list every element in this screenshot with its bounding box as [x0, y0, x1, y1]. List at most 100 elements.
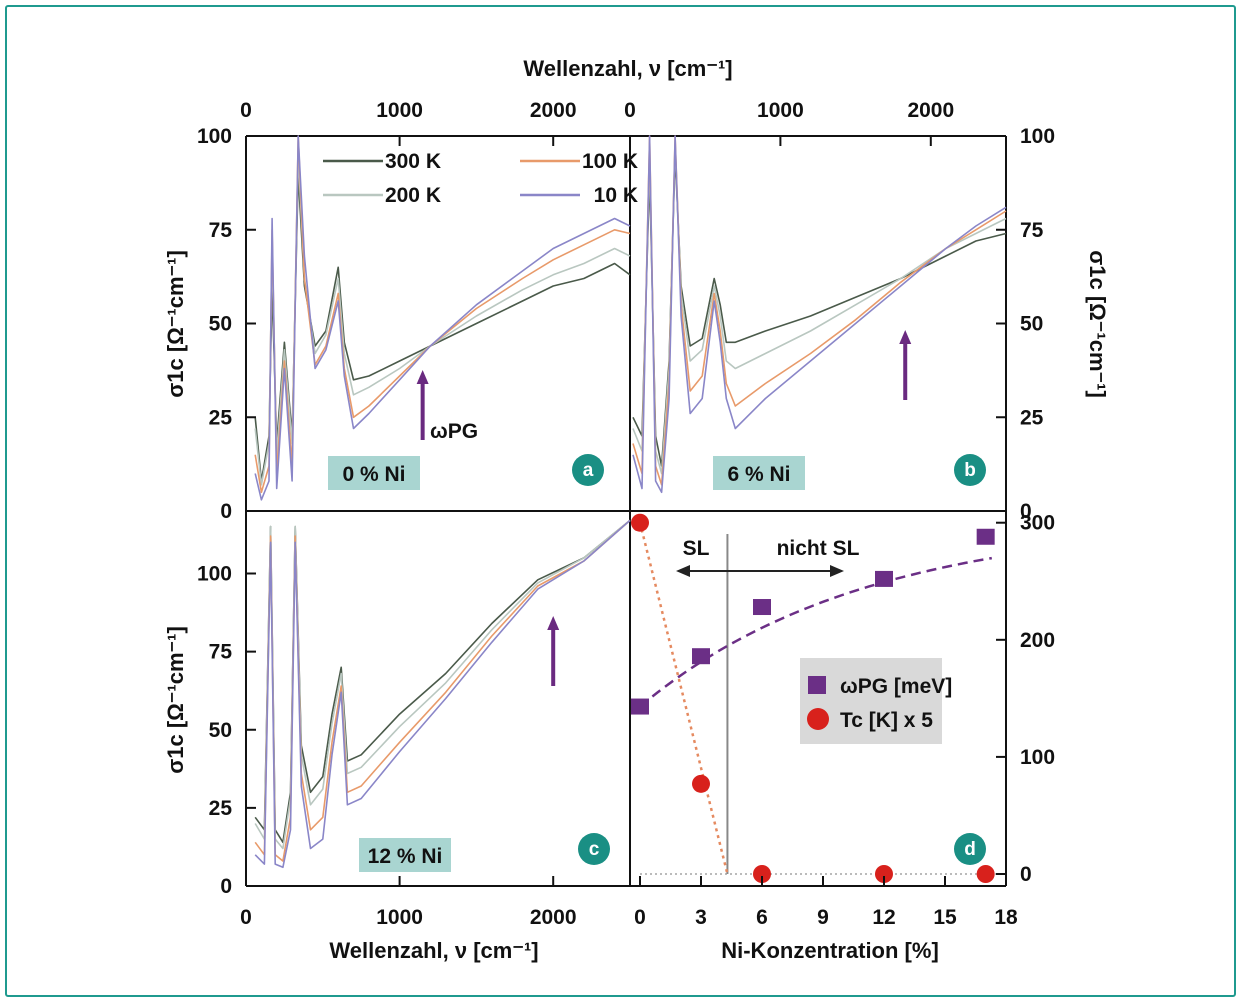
tick-label-top-a: 2000: [530, 99, 577, 122]
bottom-right-axis-title: Ni-Konzentration [%]: [721, 938, 939, 963]
d-legend-box: [800, 658, 942, 744]
tick-label-top-a: 1000: [376, 99, 423, 122]
tick-label-left-c: 50: [209, 719, 232, 742]
legend-label-2: 200 K: [385, 184, 441, 207]
legend-label-3: 10 K: [594, 184, 638, 207]
pg-point: [692, 648, 710, 665]
pg-arrow-head-c: [547, 616, 560, 630]
panel-label-b: 6 % Ni: [727, 463, 790, 486]
figure-frame: [5, 5, 1236, 997]
tc-point: [631, 513, 649, 532]
panel-badge-text-c: c: [589, 839, 600, 860]
tc-fit-line: [638, 522, 729, 875]
tick-label-left-a: 25: [209, 406, 233, 429]
legend: 300 K 100 K 200 K 10 K: [323, 150, 638, 207]
tick-label-top-b: 2000: [907, 99, 954, 122]
plot-area: 0 % Ni a 6 % Ni b 12 % Ni c SL nicht SL ωPG [meV…: [254, 135, 1007, 883]
tick-label-right-d: 0: [1020, 863, 1032, 886]
tick-label-bottom-d: 3: [695, 906, 707, 929]
series-line-b-100K: [632, 135, 1007, 486]
tick-label-top-a: 0: [240, 99, 252, 122]
tick-label-top-b: 0: [624, 99, 636, 122]
sl-label: SL: [683, 537, 710, 560]
panel-badge-text-b: b: [964, 460, 976, 481]
tick-label-top-b: 1000: [757, 99, 804, 122]
tick-label-bottom-d: 9: [817, 906, 829, 929]
pg-point: [976, 528, 995, 545]
tick-label-bottom-c: 0: [240, 906, 252, 929]
panel-a: 0 % Ni a: [254, 135, 631, 501]
sl-arrowhead-right: [830, 565, 844, 577]
tick-label-bottom-d: 6: [756, 906, 768, 929]
series-line-b-200K: [632, 142, 1007, 475]
pg-arrow-head-b: [899, 330, 912, 344]
left-axis-title-bottom: σ1c [Ω⁻¹cm⁻¹]: [163, 626, 188, 774]
tick-label-left-a: 0: [220, 500, 232, 523]
tick-label-left-c: 75: [209, 641, 233, 664]
pg-point: [753, 599, 771, 616]
tick-label-bottom-d: 15: [933, 906, 957, 929]
tick-label-right-b: 0: [1020, 500, 1032, 523]
tick-label-left-c: 25: [209, 797, 233, 820]
bottom-left-axis-title: Wellenzahl, ν [cm⁻¹]: [329, 938, 538, 963]
tick-label-left-a: 50: [209, 313, 232, 336]
panel-label-box-a: [328, 456, 420, 490]
sl-arrowhead-left: [676, 565, 690, 577]
tick-label-right-b: 100: [1020, 125, 1055, 148]
panel-d: SL nicht SL ωPG [meV] Tc [K] x 5 d: [631, 513, 1006, 883]
pg-point: [875, 570, 893, 587]
series-line-b-300K: [632, 154, 1007, 467]
tick-label-right-b: 25: [1020, 406, 1044, 429]
right-axis-title: σ1c [Ω⁻¹cm⁻¹]: [1085, 250, 1110, 398]
d-legend-square: [808, 676, 826, 694]
ticks: 0 1000 2000 0 1000 20000255075100025507510002…: [197, 99, 1055, 929]
tc-point: [875, 865, 893, 883]
panel-label-a: 0 % Ni: [342, 463, 405, 486]
series-line-c-100K: [254, 519, 631, 862]
panel-c: 12 % Ni c: [254, 519, 631, 872]
pg-arrow-head-a: [416, 370, 429, 384]
legend-label-1: 100 K: [582, 150, 638, 173]
panel-badge-b: [954, 454, 986, 486]
panel-label-c: 12 % Ni: [368, 845, 443, 868]
pg-label: ωPG: [430, 420, 478, 443]
series-line-c-200K: [254, 519, 631, 850]
series-line-a-10K: [254, 135, 631, 501]
series-line-c-300K: [254, 519, 631, 844]
d-legend-label-pg: ωPG [meV]: [840, 675, 952, 698]
tick-label-right-b: 75: [1020, 219, 1044, 242]
panel-label-box-b: [713, 456, 805, 490]
panel-badge-text-d: d: [964, 839, 976, 860]
tick-label-bottom-c: 2000: [530, 906, 577, 929]
tick-label-left-a: 75: [209, 219, 233, 242]
panel-badge-c: [578, 833, 610, 865]
tc-point: [692, 774, 710, 793]
panel-frames: [245, 135, 1007, 887]
series-line-b-10K: [632, 135, 1007, 494]
top-axis-title: Wellenzahl, ν [cm⁻¹]: [523, 56, 732, 81]
panel-badge-text-a: a: [583, 460, 594, 481]
tick-label-bottom-d: 0: [634, 906, 646, 929]
tick-label-right-b: 50: [1020, 313, 1043, 336]
d-legend-label-tc: Tc [K] x 5: [840, 709, 933, 732]
nicht-sl-label: nicht SL: [777, 537, 860, 560]
tick-label-left-c: 100: [197, 563, 232, 586]
tick-label-right-d: 100: [1020, 746, 1055, 769]
tick-label-bottom-c: 1000: [376, 906, 423, 929]
tc-point: [753, 865, 771, 883]
tick-label-left-a: 100: [197, 125, 232, 148]
decorations: ωPG 300 K 100 K 200 K 10 K: [323, 150, 638, 443]
tick-label-right-d: 300: [1020, 512, 1055, 535]
panel-badge-a: [572, 454, 604, 486]
tc-point: [976, 865, 995, 883]
tick-label-bottom-d: 12: [872, 906, 895, 929]
d-legend-circle: [807, 708, 829, 730]
legend-label-0: 300 K: [385, 150, 441, 173]
panel-b: 6 % Ni b: [632, 135, 1007, 494]
series-line-c-10K: [254, 519, 631, 869]
tick-label-right-d: 200: [1020, 629, 1055, 652]
pg-point: [631, 698, 649, 715]
tick-label-left-c: 0: [220, 875, 232, 898]
panel-label-box-c: [359, 838, 451, 872]
